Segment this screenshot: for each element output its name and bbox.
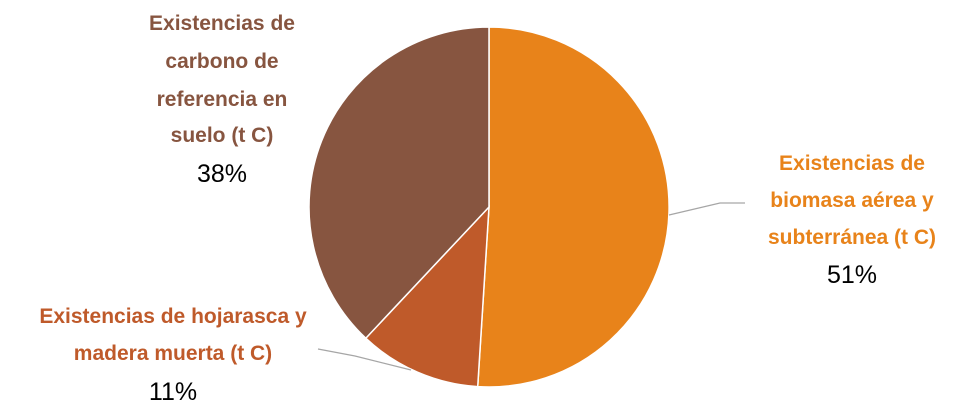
slice-label-hojarasca: Existencias de hojarasca y madera muerta…	[39, 305, 307, 406]
slice-label-suelo-line-4: suelo (t C)	[171, 124, 274, 147]
slice-label-biomasa: Existencias de biomasa aérea y subterrán…	[768, 152, 936, 289]
slice-percent-hojarasca: 11%	[149, 378, 197, 406]
pie-slices	[308, 26, 670, 388]
leader-lines	[317, 202, 745, 371]
slice-label-biomasa-line-2: biomasa aérea y	[770, 189, 934, 212]
slice-percent-biomasa: 51%	[827, 261, 877, 289]
pie-slice-biomasa	[476, 26, 670, 388]
slice-label-suelo: Existencias de carbono de referencia en …	[149, 12, 295, 188]
slice-percent-suelo: 38%	[197, 160, 247, 188]
slice-label-biomasa-line-1: Existencias de	[779, 152, 925, 175]
slice-label-hojarasca-line-2: madera muerta (t C)	[74, 342, 272, 365]
slice-label-biomasa-line-3: subterránea (t C)	[768, 226, 936, 249]
pie-slice-suelo	[308, 26, 490, 340]
pie-slice-hojarasca	[364, 204, 490, 388]
leader-line-hojarasca	[317, 348, 412, 371]
slice-label-suelo-line-2: carbono de	[165, 50, 278, 73]
leader-line-biomasa	[668, 202, 745, 216]
slice-label-suelo-line-3: referencia en	[157, 88, 288, 111]
slice-label-hojarasca-line-1: Existencias de hojarasca y	[39, 305, 307, 328]
slice-label-suelo-line-1: Existencias de	[149, 12, 295, 35]
